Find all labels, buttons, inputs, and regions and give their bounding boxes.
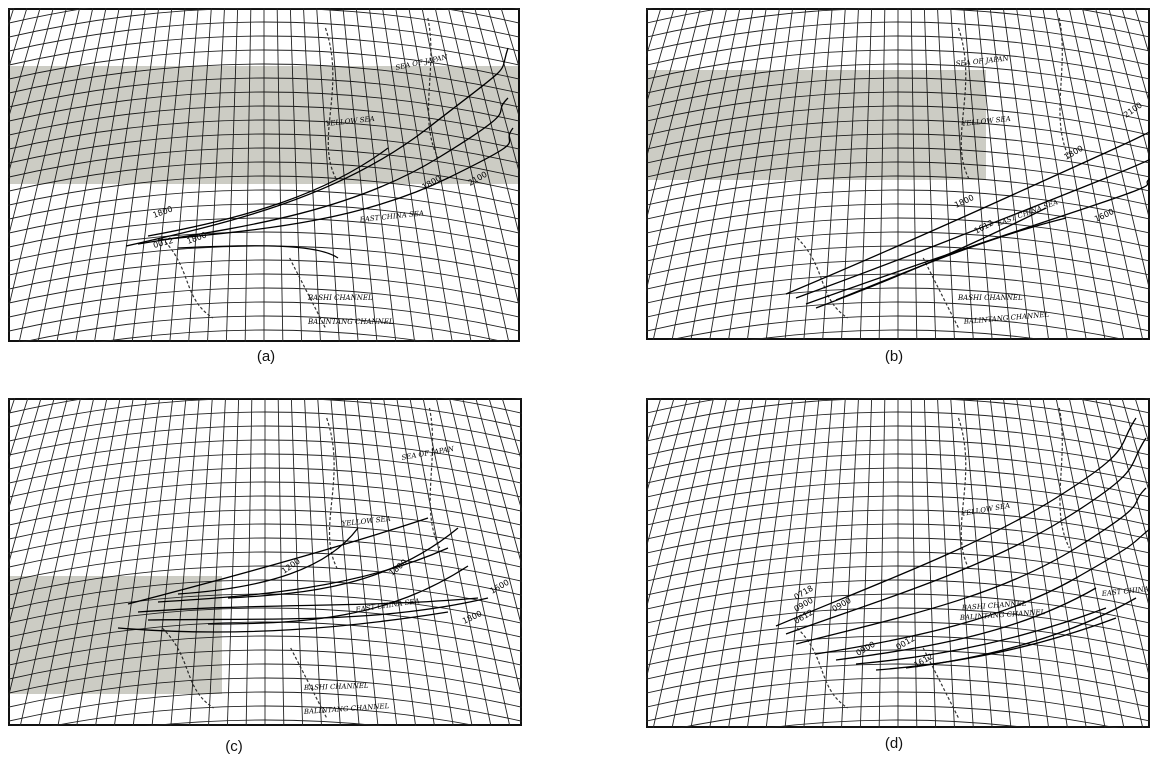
track-time-label: 1600: [489, 578, 511, 596]
storm-track: [775, 417, 1137, 627]
storm-track: [207, 565, 469, 625]
shaded-region-c: [8, 576, 222, 694]
place-label: BASHI CHANNEL: [303, 682, 369, 692]
place-label: SEA OF JAPAN: [401, 445, 456, 462]
storm-track: [177, 245, 339, 259]
storm-track: [795, 487, 1147, 645]
caption-c: (c): [225, 738, 243, 755]
track-time-label: 0012: [152, 236, 174, 250]
storm-track: [805, 177, 1150, 305]
place-label: BASHI CHANNEL: [307, 294, 373, 302]
place-label: BASHI CHANNEL: [957, 294, 1023, 302]
caption-b: (b): [884, 348, 904, 365]
storm-track: [855, 607, 1107, 665]
track-time-label: 1800: [1063, 144, 1085, 162]
storm-track: [795, 139, 1150, 299]
place-label: BALINTANG CHANNEL: [962, 311, 1049, 327]
shaded-region-b: [646, 70, 986, 180]
track-time-label: 1600: [1093, 207, 1115, 224]
caption-a: (a): [256, 348, 276, 365]
storm-track: [875, 617, 1117, 671]
track-time-label: 1800: [152, 204, 174, 219]
shaded-region-a: [8, 66, 520, 184]
storm-track: [785, 131, 1150, 295]
track-map-b: SEA OF JAPAN YELLOW SEA EAST CHINA SEA BASH…: [646, 8, 1150, 340]
storm-track: [835, 217, 1067, 301]
storm-tracks: [785, 131, 1150, 309]
storm-track: [227, 527, 459, 599]
place-label: EAST CHINA SEA: [1100, 583, 1150, 598]
track-time-label: 2100: [1122, 101, 1144, 120]
track-time-label: 1800: [186, 230, 208, 245]
track-time-label: 1200: [280, 557, 302, 576]
place-label: YELLOW SEA: [341, 515, 391, 528]
coastlines: [796, 407, 1070, 719]
storm-track: [785, 437, 1147, 635]
track-map-c: SEA OF JAPAN YELLOW SEA EAST CHINA SEA BASH…: [8, 398, 522, 726]
storm-track: [905, 597, 1137, 669]
storm-track: [815, 527, 1150, 655]
storm-track: [835, 587, 1097, 661]
caption-d: (d): [884, 735, 904, 752]
storm-tracks: [775, 417, 1150, 671]
graticule-lines: [646, 398, 1150, 728]
place-label: BALINTANG CHANNEL: [307, 318, 394, 326]
track-map-a: SEA OF JAPAN YELLOW SEA EAST CHINA SEA BASH…: [8, 8, 520, 342]
